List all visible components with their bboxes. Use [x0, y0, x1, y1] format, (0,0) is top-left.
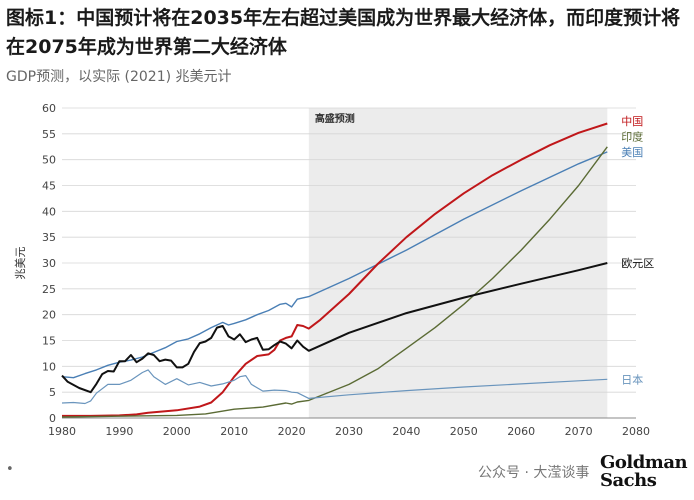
x-tick-label: 1980	[48, 425, 76, 438]
x-tick-label: 2020	[278, 425, 306, 438]
y-tick-label: 60	[42, 102, 56, 115]
x-tick-label: 2000	[163, 425, 191, 438]
y-tick-label: 25	[42, 283, 56, 296]
y-tick-label: 55	[42, 128, 56, 141]
y-tick-label: 5	[49, 386, 56, 399]
x-tick-label: 2050	[450, 425, 478, 438]
chart-title: 图标1：中国预计将在2035年左右超过美国成为世界最大经济体，而印度预计将在20…	[6, 7, 681, 58]
chart-subtitle: GDP预测，以实际 (2021) 兆美元计	[6, 69, 232, 85]
series-line-2	[61, 146, 608, 418]
footer-mark: •	[6, 462, 14, 477]
x-tick-label: 2010	[220, 425, 248, 438]
series-line-4	[61, 369, 608, 405]
y-tick-label: 20	[42, 309, 56, 322]
logo-line-2: Sachs	[600, 470, 657, 491]
series-label-4: 日本	[621, 372, 643, 386]
x-tick-label: 2080	[622, 425, 650, 438]
projection-label: 高盛预测	[315, 112, 355, 125]
goldman-sachs-logo: Goldman Sachs	[600, 452, 688, 491]
x-tick-label: 1990	[105, 425, 133, 438]
x-tick-label: 2040	[392, 425, 420, 438]
series-label-0: 美国	[621, 146, 643, 159]
y-tick-label: 40	[42, 205, 56, 218]
y-tick-label: 10	[42, 360, 56, 373]
series-line-3	[61, 262, 608, 394]
x-tick-label: 2060	[507, 425, 535, 438]
y-axis-label: 兆美元	[14, 247, 27, 280]
y-tick-label: 45	[42, 180, 56, 193]
series-label-2: 印度	[621, 129, 643, 143]
y-tick-label: 30	[42, 257, 56, 270]
y-tick-label: 15	[42, 335, 56, 348]
logo-line-1: Goldman	[600, 452, 688, 473]
wechat-watermark: 公众号 · 大滢谈事	[478, 465, 590, 481]
series-label-3: 欧元区	[621, 257, 654, 270]
x-tick-label: 2070	[565, 425, 593, 438]
x-tick-label: 2030	[335, 425, 363, 438]
y-tick-label: 50	[42, 154, 56, 167]
y-tick-label: 0	[49, 412, 56, 425]
y-tick-label: 35	[42, 231, 56, 244]
series-label-1: 中国	[621, 115, 643, 128]
series-line-1	[62, 122, 608, 417]
